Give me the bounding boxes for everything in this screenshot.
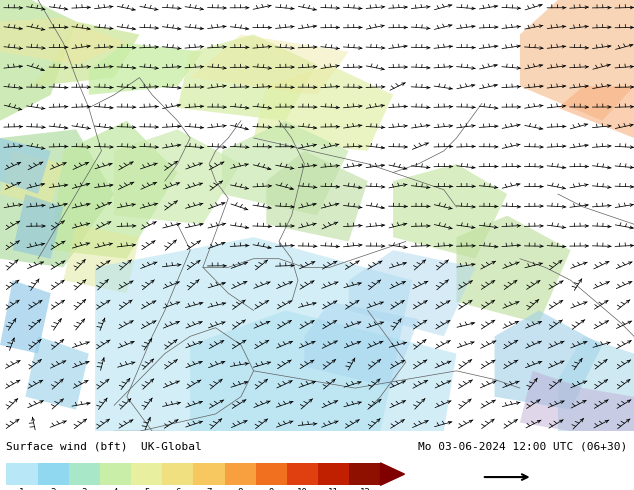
Text: 10: 10 — [297, 488, 308, 490]
Bar — [131, 463, 162, 485]
Bar — [68, 463, 100, 485]
Polygon shape — [349, 250, 476, 336]
Polygon shape — [32, 22, 139, 86]
Bar — [6, 463, 37, 485]
Text: 3: 3 — [82, 488, 87, 490]
Polygon shape — [0, 138, 51, 194]
Polygon shape — [95, 237, 412, 431]
Polygon shape — [190, 34, 349, 95]
Polygon shape — [0, 0, 76, 121]
Bar — [100, 463, 131, 485]
Polygon shape — [13, 194, 63, 259]
Polygon shape — [25, 336, 89, 410]
Bar — [224, 463, 256, 485]
Polygon shape — [0, 151, 63, 207]
Polygon shape — [114, 129, 241, 224]
Polygon shape — [222, 121, 349, 216]
Polygon shape — [520, 371, 583, 431]
Bar — [162, 463, 193, 485]
Bar — [193, 463, 224, 485]
Text: 1: 1 — [19, 488, 25, 490]
Polygon shape — [51, 121, 178, 259]
Text: 7: 7 — [206, 488, 212, 490]
Polygon shape — [89, 43, 203, 95]
Bar — [287, 463, 318, 485]
Text: 11: 11 — [328, 488, 339, 490]
Text: 5: 5 — [144, 488, 149, 490]
Polygon shape — [63, 224, 139, 293]
Polygon shape — [558, 86, 634, 138]
Bar — [37, 463, 68, 485]
Bar — [256, 463, 287, 485]
Text: 6: 6 — [175, 488, 181, 490]
Polygon shape — [520, 0, 634, 121]
Text: Surface wind (bft)  UK-Global: Surface wind (bft) UK-Global — [6, 442, 202, 452]
Polygon shape — [456, 216, 571, 323]
Polygon shape — [304, 302, 418, 388]
Polygon shape — [495, 311, 602, 410]
Text: Mo 03-06-2024 12:00 UTC (06+30): Mo 03-06-2024 12:00 UTC (06+30) — [418, 442, 628, 452]
Polygon shape — [266, 151, 368, 242]
Text: 2: 2 — [51, 488, 56, 490]
Polygon shape — [0, 17, 127, 65]
Text: 12: 12 — [359, 488, 370, 490]
Bar — [349, 463, 380, 485]
Text: 8: 8 — [238, 488, 243, 490]
Polygon shape — [0, 280, 51, 354]
Polygon shape — [178, 34, 317, 121]
Polygon shape — [190, 311, 456, 431]
Polygon shape — [254, 65, 393, 151]
Text: 9: 9 — [269, 488, 274, 490]
Polygon shape — [0, 129, 114, 268]
Polygon shape — [380, 463, 404, 485]
Bar — [318, 463, 349, 485]
Polygon shape — [558, 336, 634, 431]
Polygon shape — [571, 388, 634, 431]
Polygon shape — [393, 164, 507, 259]
Text: 4: 4 — [113, 488, 118, 490]
